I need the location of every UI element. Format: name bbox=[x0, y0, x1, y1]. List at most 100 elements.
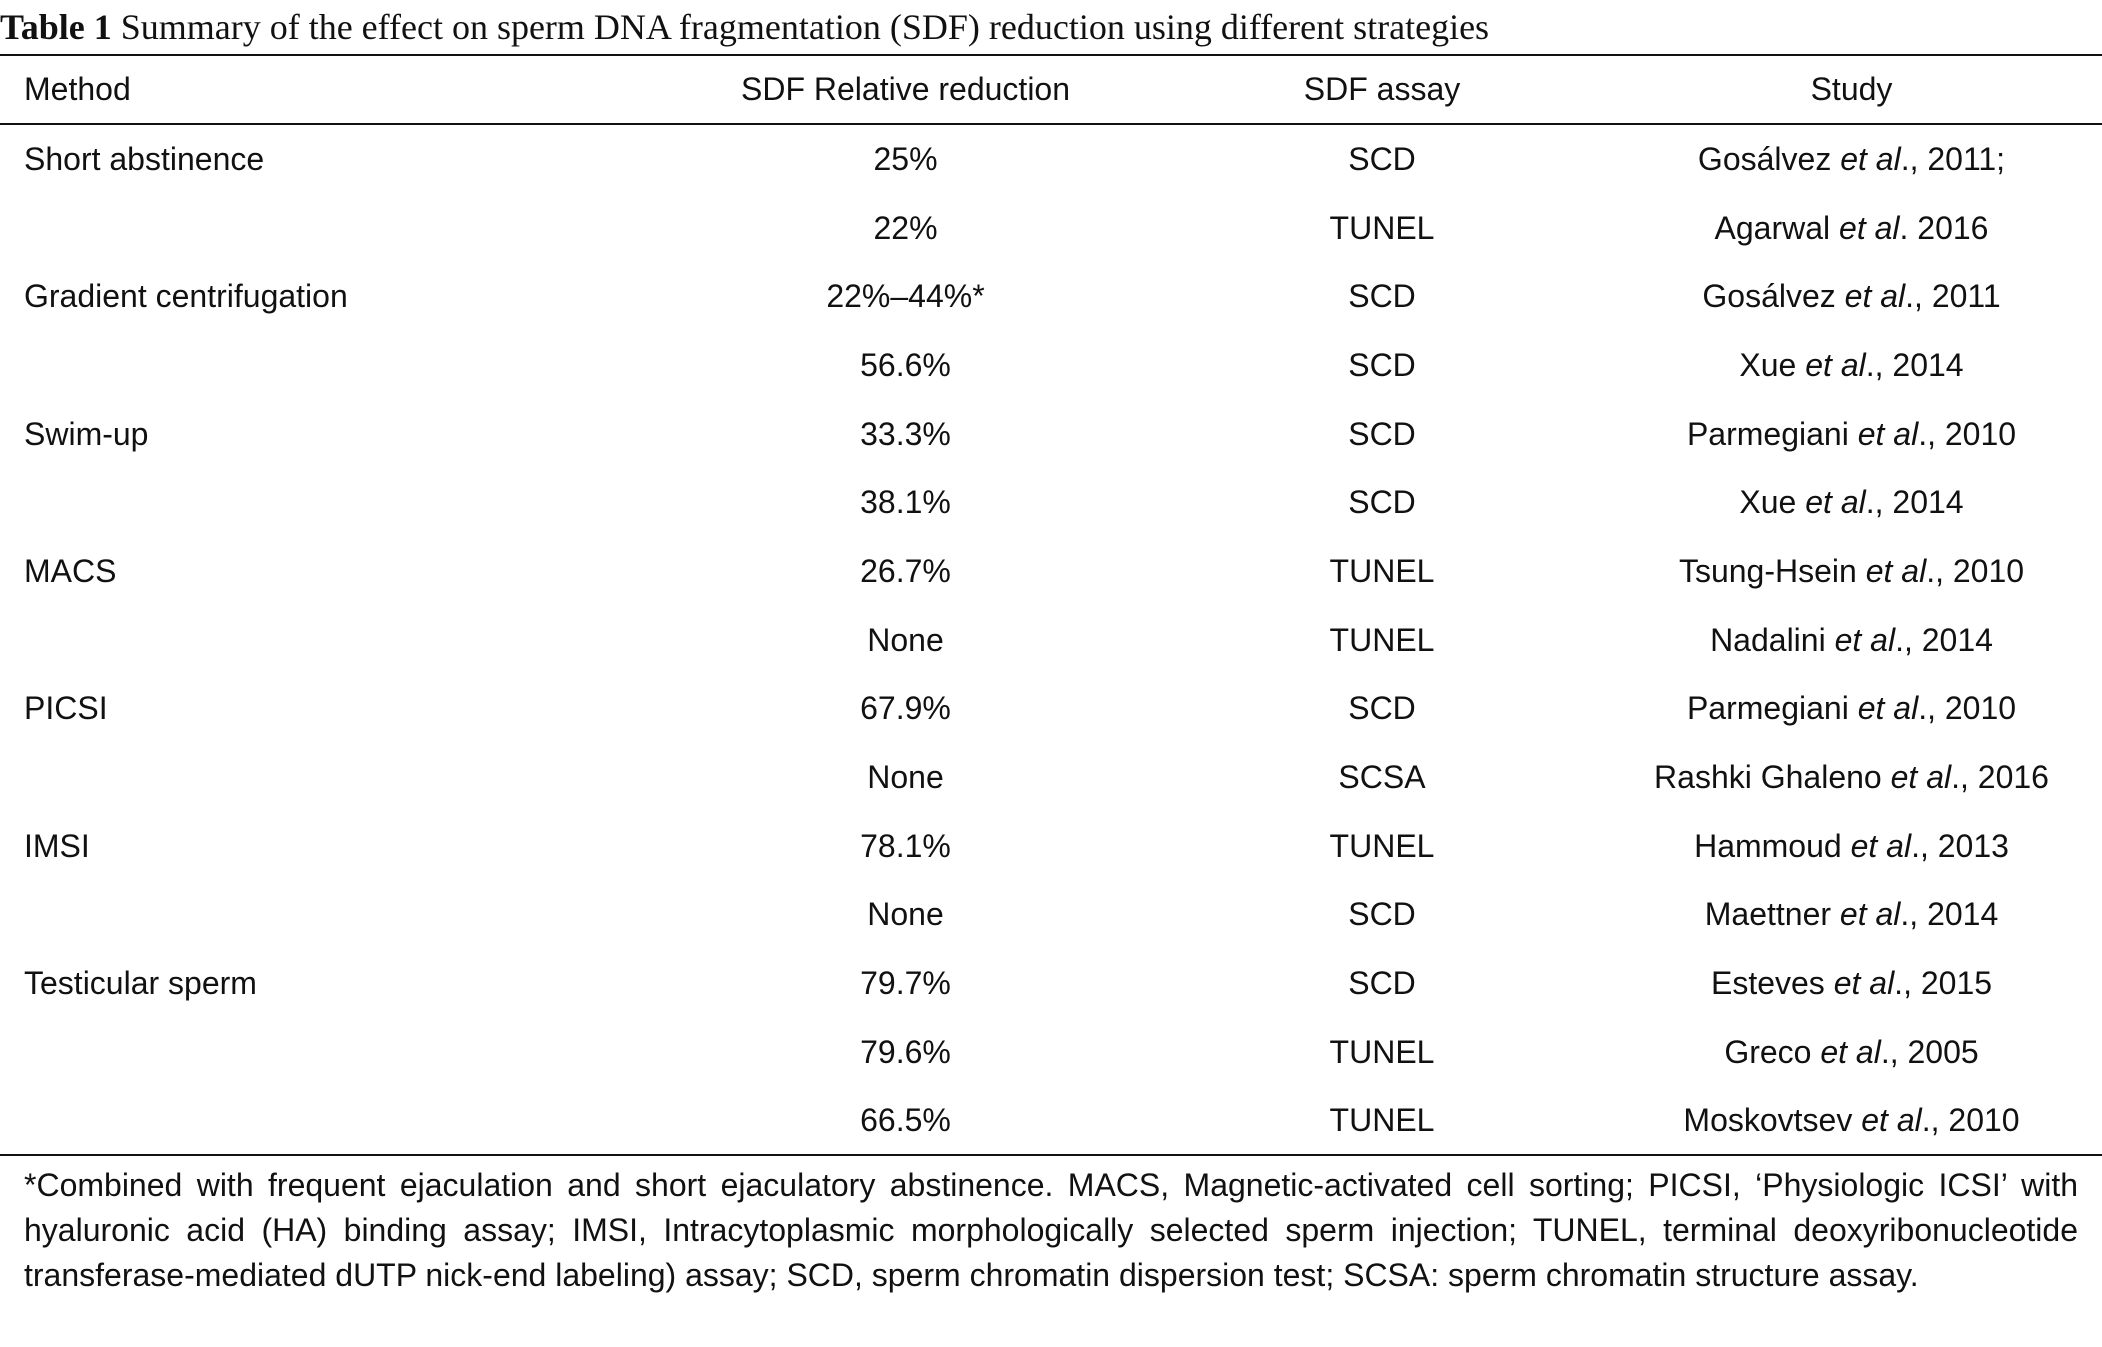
study-author: Parmegiani bbox=[1686, 415, 1849, 452]
study-year: ., 2013 bbox=[1911, 827, 2009, 864]
study-author: Gosálvez bbox=[1697, 140, 1832, 177]
table-caption-label: Table 1 bbox=[0, 7, 112, 47]
study-author: Moskovtsev bbox=[1683, 1102, 1853, 1139]
table-row: Testicular sperm 79.7% SCD Esteves et al… bbox=[0, 949, 2102, 1018]
study-year: ., 2014 bbox=[1895, 621, 1993, 658]
study-author: Gosálvez bbox=[1702, 278, 1836, 315]
cell-assay: SCD bbox=[1348, 965, 1416, 1002]
study-year: ., 2016 bbox=[1951, 759, 2049, 796]
cell-study: Parmegiani et al., 2010 bbox=[1577, 675, 2102, 744]
study-et-al: et al bbox=[1839, 209, 1900, 246]
study-et-al: et al bbox=[1857, 690, 1919, 727]
study-year: ., 2010 bbox=[1918, 415, 2017, 452]
study-year: ., 2010 bbox=[1926, 552, 2025, 589]
cell-method bbox=[0, 331, 624, 400]
study-author: Parmegiani bbox=[1686, 690, 1849, 727]
study-year: ., 2011 bbox=[1905, 278, 2001, 315]
cell-assay: TUNEL bbox=[1329, 209, 1435, 246]
header-method: Method bbox=[24, 71, 131, 107]
table-row: None SCD Maettner et al., 2014 bbox=[0, 881, 2102, 950]
table-caption: Table 1 Summary of the effect on sperm D… bbox=[0, 6, 2102, 48]
table-row: IMSI 78.1% TUNEL Hammoud et al., 2013 bbox=[0, 812, 2102, 881]
table-row: MACS 26.7% TUNEL Tsung-Hsein et al., 201… bbox=[0, 537, 2102, 606]
cell-study: Nadalini et al., 2014 bbox=[1577, 606, 2102, 675]
cell-reduction: None bbox=[867, 896, 944, 933]
cell-assay: TUNEL bbox=[1329, 827, 1435, 864]
cell-study: Hammoud et al., 2013 bbox=[1577, 812, 2102, 881]
cell-study: Maettner et al., 2014 bbox=[1577, 881, 2102, 950]
cell-reduction: None bbox=[867, 621, 944, 658]
cell-study: Esteves et al., 2015 bbox=[1577, 949, 2102, 1018]
cell-method: Short abstinence bbox=[24, 140, 265, 177]
cell-assay: SCD bbox=[1348, 346, 1416, 383]
summary-table: Method SDF Relative reduction SDF assay … bbox=[0, 56, 2102, 1155]
cell-assay: TUNEL bbox=[1329, 1102, 1435, 1139]
table-row: 38.1% SCD Xue et al., 2014 bbox=[0, 468, 2102, 537]
cell-reduction: 26.7% bbox=[860, 552, 951, 589]
cell-assay: SCD bbox=[1348, 415, 1416, 452]
study-et-al: et al bbox=[1850, 827, 1912, 864]
study-year: . 2016 bbox=[1899, 209, 1989, 246]
table-row: 66.5% TUNEL Moskovtsev et al., 2010 bbox=[0, 1087, 2102, 1156]
header-sdf-relative-reduction: SDF Relative reduction bbox=[740, 71, 1071, 107]
cell-assay: SCSA bbox=[1338, 759, 1426, 796]
study-et-al: et al bbox=[1839, 896, 1901, 933]
cell-study: Moskovtsev et al., 2010 bbox=[1577, 1087, 2102, 1156]
study-et-al: et al bbox=[1840, 140, 1901, 177]
cell-method: MACS bbox=[24, 552, 117, 589]
table-row: None SCSA Rashki Ghaleno et al., 2016 bbox=[0, 743, 2102, 812]
cell-study: Gosálvez et al., 2011 bbox=[1577, 262, 2102, 331]
study-author: Nadalini bbox=[1710, 621, 1826, 658]
cell-study: Gosálvez et al., 2011; bbox=[1577, 123, 2102, 194]
table-row: Gradient centrifugation 22%–44%* SCD Gos… bbox=[0, 262, 2102, 331]
study-et-al: et al bbox=[1805, 346, 1866, 383]
cell-study: Agarwal et al. 2016 bbox=[1577, 194, 2102, 263]
cell-study: Parmegiani et al., 2010 bbox=[1577, 400, 2102, 469]
table-row: Swim-up 33.3% SCD Parmegiani et al., 201… bbox=[0, 400, 2102, 469]
study-et-al: et al bbox=[1861, 1102, 1922, 1139]
cell-reduction: 22% bbox=[873, 209, 938, 246]
cell-method bbox=[0, 194, 624, 263]
study-author: Hammoud bbox=[1694, 827, 1842, 864]
study-year: ., 2011; bbox=[1900, 140, 2006, 177]
study-author: Esteves bbox=[1710, 965, 1825, 1002]
cell-method bbox=[0, 606, 624, 675]
cell-reduction: 25% bbox=[873, 140, 938, 177]
study-et-al: et al bbox=[1833, 965, 1895, 1002]
study-et-al: et al bbox=[1857, 415, 1919, 452]
table-row: None TUNEL Nadalini et al., 2014 bbox=[0, 606, 2102, 675]
study-et-al: et al bbox=[1834, 621, 1896, 658]
study-et-al: et al bbox=[1890, 759, 1952, 796]
study-author: Agarwal bbox=[1714, 209, 1831, 246]
cell-reduction: None bbox=[867, 759, 944, 796]
cell-study: Xue et al., 2014 bbox=[1577, 331, 2102, 400]
cell-method: IMSI bbox=[24, 827, 90, 864]
table-row: PICSI 67.9% SCD Parmegiani et al., 2010 bbox=[0, 675, 2102, 744]
top-rule bbox=[0, 54, 2102, 56]
table-footnote: *Combined with frequent ejaculation and … bbox=[24, 1167, 2078, 1293]
cell-study: Xue et al., 2014 bbox=[1577, 468, 2102, 537]
cell-method bbox=[0, 881, 624, 950]
cell-reduction: 38.1% bbox=[860, 484, 951, 521]
cell-assay: SCD bbox=[1348, 690, 1416, 727]
table-caption-text: Summary of the effect on sperm DNA fragm… bbox=[120, 7, 1490, 47]
study-year: ., 2010 bbox=[1918, 690, 2017, 727]
study-et-al: et al bbox=[1865, 552, 1927, 589]
cell-study: Greco et al., 2005 bbox=[1577, 1018, 2102, 1087]
cell-assay: SCD bbox=[1348, 484, 1416, 521]
cell-reduction: 79.7% bbox=[860, 965, 951, 1002]
cell-method: PICSI bbox=[24, 690, 108, 727]
cell-reduction: 79.6% bbox=[860, 1033, 951, 1070]
study-year: ., 2010 bbox=[1921, 1102, 2020, 1139]
study-author: Xue bbox=[1739, 484, 1797, 521]
cell-reduction: 66.5% bbox=[860, 1102, 951, 1139]
cell-assay: SCD bbox=[1348, 140, 1416, 177]
cell-reduction: 67.9% bbox=[860, 690, 951, 727]
cell-method bbox=[0, 1018, 624, 1087]
table-row: Short abstinence 25% SCD Gosálvez et al.… bbox=[0, 123, 2102, 194]
cell-reduction: 33.3% bbox=[860, 415, 951, 452]
study-year: ., 2005 bbox=[1880, 1033, 1979, 1070]
study-author: Maettner bbox=[1704, 896, 1832, 933]
study-author: Rashki Ghaleno bbox=[1654, 759, 1882, 796]
